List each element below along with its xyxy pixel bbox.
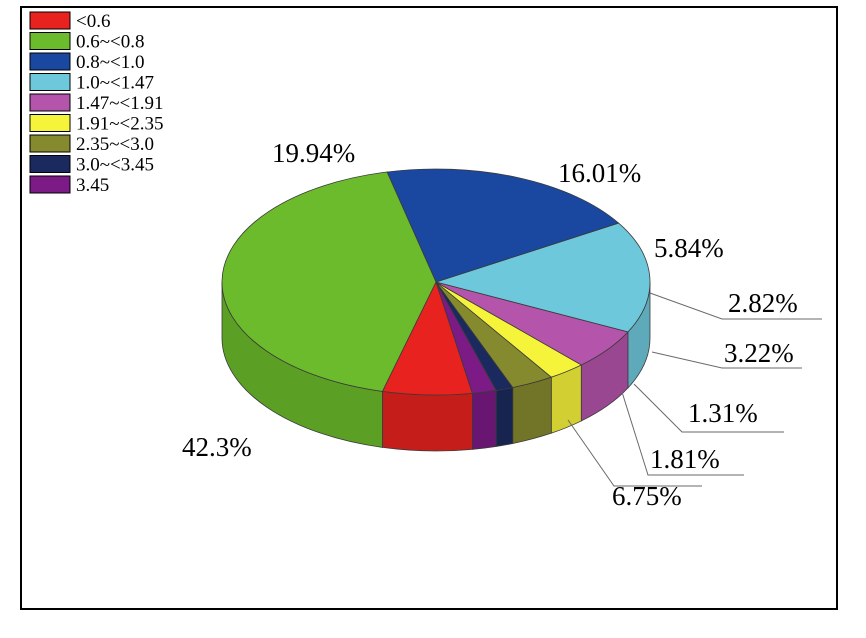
legend-swatch-6 [29,134,71,153]
legend-label-3: 1.0~<1.47 [76,73,154,94]
side-3.0__3.45 [495,386,514,447]
data-label-7: 1.31% [688,398,758,428]
legend-swatch-7 [29,155,71,173]
leader-line-8 [621,391,744,476]
leader-line-6 [651,351,802,369]
slice-labels: 6.75% 42.3% 19.94% 16.01% 5.84%2.82% 3.22% 1.3… [182,138,822,511]
side-2.35__3.0 [512,376,552,444]
data-label-8: 1.81% [650,444,720,474]
data-label-2: 19.94% [272,138,355,168]
legend-label-6: 2.35~<3.0 [76,134,154,155]
side-3.45 [472,389,497,450]
data-label-3: 16.01% [558,158,641,188]
pie-top-faces [221,168,651,396]
legend-swatch-3 [29,73,71,91]
legend-swatch-8 [29,175,71,194]
slice-1.0__1.47 [434,222,651,333]
legend-label-1: 0.6~<0.8 [76,32,145,53]
data-label-1: 42.3% [182,432,252,462]
legend-swatch-4 [29,93,71,112]
chart-frame: 6.75% 42.3% 19.94% 16.01% 5.84% 2.82% 3.22% 1.3… [20,6,838,610]
legend-swatch-0 [29,11,71,30]
legend-swatch-1 [29,32,71,50]
data-label-6: 3.22% [724,338,794,368]
pie-chart: 6.75% 42.3% 19.94% 16.01% 5.84%2.82% 3.22% 1.3… [29,11,822,511]
data-label-0: 6.75% [612,481,682,511]
legend-label-2: 0.8~<1.0 [76,52,145,73]
slice-0.6__0.8 [221,171,437,392]
legend-label-8: 3.45 [76,175,109,196]
legend-label-4: 1.47~<1.91 [76,93,164,114]
data-label-5: 2.82% [728,288,798,318]
slice-0.8__1.0 [386,168,620,283]
legend-swatch-5 [29,114,71,132]
legend-label-7: 3.0~<3.45 [76,155,154,176]
legend-label-0: <0.6 [76,11,110,32]
leader-line-7 [633,383,784,433]
data-label-4: 5.84% [654,233,724,263]
leader-line-0 [567,419,702,487]
side-_0.6 [382,390,473,452]
leader-line-5 [649,292,822,320]
legend: <0.60.6~<0.80.8~<1.01.0~<1.471.47~<1.911… [29,11,164,196]
legend-swatch-2 [29,52,71,71]
legend-label-5: 1.91~<2.35 [76,114,164,135]
